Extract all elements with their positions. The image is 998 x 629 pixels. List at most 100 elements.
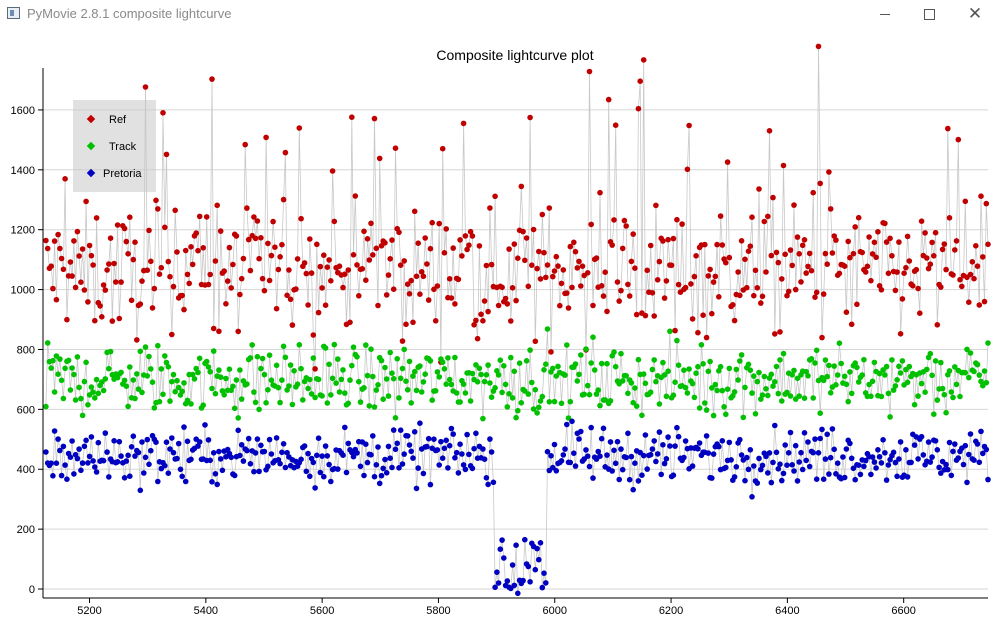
data-point-pretoria	[945, 466, 951, 473]
data-point-pretoria	[50, 473, 56, 479]
minimize-button[interactable]	[862, 0, 908, 28]
data-point-pretoria	[298, 456, 304, 463]
data-point-ref	[319, 285, 325, 291]
data-point-pretoria	[541, 570, 547, 576]
data-point-ref	[785, 288, 792, 295]
data-point-track	[598, 360, 605, 367]
data-point-track	[899, 358, 906, 364]
data-point-track	[366, 403, 373, 409]
data-point-pretoria	[971, 457, 977, 464]
data-point-track	[950, 394, 956, 401]
data-point-pretoria	[710, 451, 717, 457]
data-point-pretoria	[385, 443, 392, 450]
legend[interactable]: Ref Track Pretoria	[73, 100, 156, 192]
data-point-track	[855, 379, 862, 385]
data-point-track	[564, 342, 570, 348]
data-point-ref	[799, 242, 806, 249]
data-point-ref	[976, 302, 983, 308]
data-point-pretoria	[390, 427, 397, 433]
data-point-ref	[527, 114, 533, 121]
data-point-track	[81, 378, 88, 385]
data-point-pretoria	[847, 440, 853, 447]
data-point-pretoria	[756, 455, 762, 462]
data-point-pretoria	[745, 466, 752, 473]
data-point-pretoria	[562, 446, 568, 452]
data-point-ref	[254, 218, 261, 224]
data-point-pretoria	[144, 436, 151, 443]
data-point-pretoria	[731, 474, 738, 480]
data-point-pretoria	[410, 455, 416, 461]
data-point-ref	[612, 122, 619, 128]
data-point-pretoria	[471, 445, 477, 452]
data-point-pretoria	[892, 459, 899, 466]
data-point-track	[754, 378, 761, 385]
data-point-ref	[259, 275, 266, 282]
data-point-track	[591, 367, 598, 373]
data-point-ref	[611, 217, 617, 223]
data-point-pretoria	[670, 472, 677, 479]
data-point-pretoria	[100, 457, 107, 464]
data-point-track	[163, 359, 170, 366]
data-point-ref	[869, 251, 876, 257]
data-point-ref	[574, 265, 581, 271]
data-point-pretoria	[303, 468, 310, 475]
data-point-track	[915, 393, 921, 399]
data-point-ref	[513, 297, 519, 304]
data-point-pretoria	[48, 460, 54, 467]
data-point-pretoria	[43, 449, 49, 455]
data-point-track	[473, 362, 479, 368]
data-point-pretoria	[252, 450, 259, 456]
data-point-track	[380, 396, 387, 403]
data-point-pretoria	[950, 448, 956, 455]
data-point-track	[273, 362, 280, 369]
data-point-pretoria	[964, 479, 970, 486]
data-point-track	[796, 393, 802, 399]
data-point-pretoria	[640, 452, 647, 459]
data-point-ref	[737, 292, 743, 299]
data-point-pretoria	[420, 470, 427, 477]
data-point-ref	[221, 268, 227, 274]
data-point-ref	[668, 262, 675, 269]
data-point-track	[441, 366, 448, 372]
data-point-ref	[985, 241, 991, 248]
maximize-button[interactable]	[906, 0, 952, 28]
data-point-ref	[897, 331, 904, 337]
data-point-track	[418, 389, 425, 395]
data-point-pretoria	[925, 439, 932, 445]
data-point-pretoria	[904, 474, 911, 480]
data-point-track	[628, 380, 635, 386]
data-point-track	[508, 354, 514, 361]
data-point-track	[504, 404, 511, 410]
data-point-pretoria	[373, 462, 380, 468]
data-point-pretoria	[569, 418, 575, 425]
data-point-ref	[675, 281, 682, 288]
data-point-ref	[418, 269, 425, 275]
data-point-track	[838, 360, 844, 367]
data-point-pretoria	[51, 428, 58, 434]
data-point-pretoria	[277, 460, 283, 467]
data-point-ref	[67, 259, 74, 265]
data-point-track	[931, 411, 937, 418]
data-point-ref	[72, 284, 79, 291]
data-point-pretoria	[495, 580, 502, 586]
data-point-track	[492, 385, 498, 391]
data-point-ref	[460, 120, 467, 127]
data-point-ref	[321, 252, 327, 258]
data-point-track	[625, 390, 631, 397]
data-point-pretoria	[841, 474, 848, 481]
data-point-track	[307, 376, 313, 383]
data-point-track	[978, 378, 984, 385]
data-point-ref	[962, 198, 969, 205]
data-point-ref	[635, 105, 642, 112]
y-tick-label: 400	[17, 464, 35, 476]
data-point-track	[287, 362, 294, 368]
data-point-pretoria	[481, 456, 488, 463]
data-point-pretoria	[244, 447, 250, 454]
data-point-pretoria	[672, 443, 678, 449]
close-button[interactable]: ✕	[952, 0, 998, 28]
maximize-icon	[923, 8, 935, 20]
lightcurve-plot[interactable]: Composite lightcurve plot 0 200 400 600 800 1…	[0, 28, 998, 629]
data-point-ref	[305, 302, 311, 308]
data-point-track	[349, 362, 355, 369]
data-point-pretoria	[487, 436, 493, 442]
